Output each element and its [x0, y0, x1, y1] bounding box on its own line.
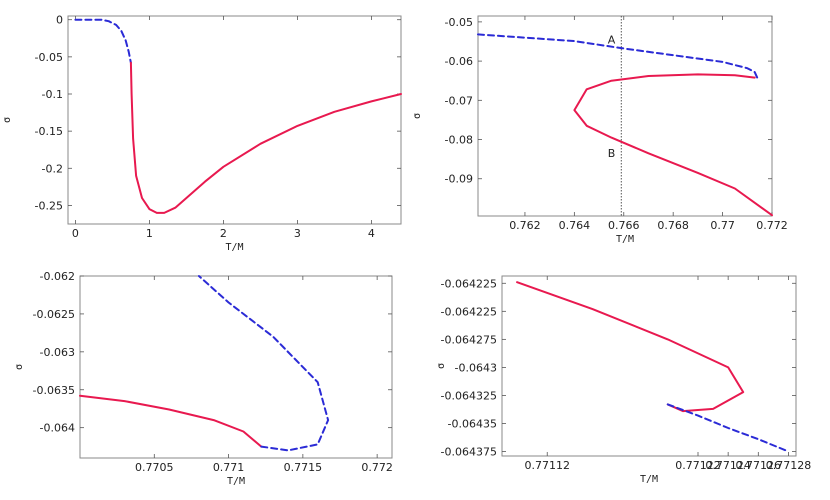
x-tick-label: 0: [72, 227, 79, 240]
y-tick-label: -0.0643: [455, 361, 497, 374]
y-tick-label: -0.062: [40, 270, 75, 283]
x-tick-label: 0.77122: [675, 459, 721, 472]
y-tick-label: -0.1: [42, 88, 63, 101]
dashed-curve: [666, 403, 790, 453]
solid-curve: [573, 73, 773, 217]
x-axis-label: T/M: [640, 474, 658, 485]
dashed-curve: [197, 275, 330, 452]
solid-curve: [129, 61, 402, 214]
y-tick-label: -0.064325: [441, 389, 497, 402]
x-tick-label: 0.7715: [284, 461, 323, 474]
chart-panel-3: 0.7705 0.771 0.7715 0.772 -0.062 -0.0625 -0.06…: [14, 270, 393, 487]
x-tick-label: 2: [220, 227, 227, 240]
y-tick-label: -0.064225: [441, 277, 497, 290]
x-tick-label: 0.764: [559, 219, 591, 232]
y-axis-label: σ: [2, 117, 13, 123]
x-tick-label: 0.762: [509, 219, 541, 232]
x-axis-label: T/M: [225, 242, 243, 253]
dashed-curve: [477, 33, 759, 79]
x-tick-label: 3: [294, 227, 301, 240]
x-tick-label: 0.77128: [766, 459, 812, 472]
x-axis-label: T/M: [616, 234, 634, 245]
y-tick-label: -0.064375: [441, 446, 497, 459]
y-tick-label: -0.06: [445, 55, 473, 68]
solid-curve: [516, 281, 745, 413]
x-tick-label: 0.768: [657, 219, 689, 232]
chart-panel-2: 0.762 0.764 0.766 0.768 0.77 0.772 -0.05 -0.06 -…: [412, 15, 788, 245]
chart-panel-1: 0 1 2 3 4 0 -0.05 -0.1 -0.15 -0.2 -0.25 T/M σ: [2, 14, 402, 253]
y-tick-label: -0.0625: [33, 308, 75, 321]
x-tick-label: 0.772: [361, 461, 393, 474]
x-tick-label: 0.771: [213, 461, 245, 474]
plot-frame: [67, 15, 402, 225]
point-annotation: B: [608, 147, 616, 160]
y-axis-label: σ: [14, 364, 25, 370]
y-tick-label: -0.0635: [33, 384, 75, 397]
x-tick-label: 0.766: [608, 219, 640, 232]
y-tick-label: -0.06435: [448, 417, 497, 430]
y-axis-label: σ: [412, 113, 423, 119]
y-tick-label: -0.064275: [441, 333, 497, 346]
plot-frame: [501, 275, 797, 457]
solid-curve: [79, 394, 263, 448]
y-tick-label: 0: [56, 14, 63, 27]
y-tick-label: -0.15: [35, 125, 63, 138]
y-tick-label: -0.08: [445, 134, 473, 147]
plot-frame: [79, 275, 393, 459]
y-tick-label: -0.064: [40, 422, 75, 435]
y-tick-label: -0.063: [40, 346, 75, 359]
y-tick-label: -0.07: [445, 94, 473, 107]
x-tick-label: 0.7705: [135, 461, 174, 474]
x-tick-label: 0.77: [710, 219, 735, 232]
point-annotation: A: [608, 33, 616, 46]
x-axis-label: T/M: [227, 476, 245, 487]
x-tick-label: 4: [368, 227, 375, 240]
y-axis-label: σ: [436, 363, 447, 369]
y-tick-label: -0.25: [35, 199, 63, 212]
x-tick-label: 0.77124: [705, 459, 751, 472]
x-tick-label: 0.77112: [524, 459, 570, 472]
y-tick-label: -0.2: [42, 162, 63, 175]
y-tick-label: -0.05: [445, 16, 473, 29]
x-tick-label: 1: [146, 227, 153, 240]
y-tick-label: -0.064225: [441, 305, 497, 318]
x-tick-label: 0.77126: [736, 459, 782, 472]
x-tick-label: 0.772: [756, 219, 788, 232]
y-tick-label: -0.09: [445, 173, 473, 186]
y-tick-label: -0.05: [35, 51, 63, 64]
dashed-curve: [74, 18, 132, 64]
